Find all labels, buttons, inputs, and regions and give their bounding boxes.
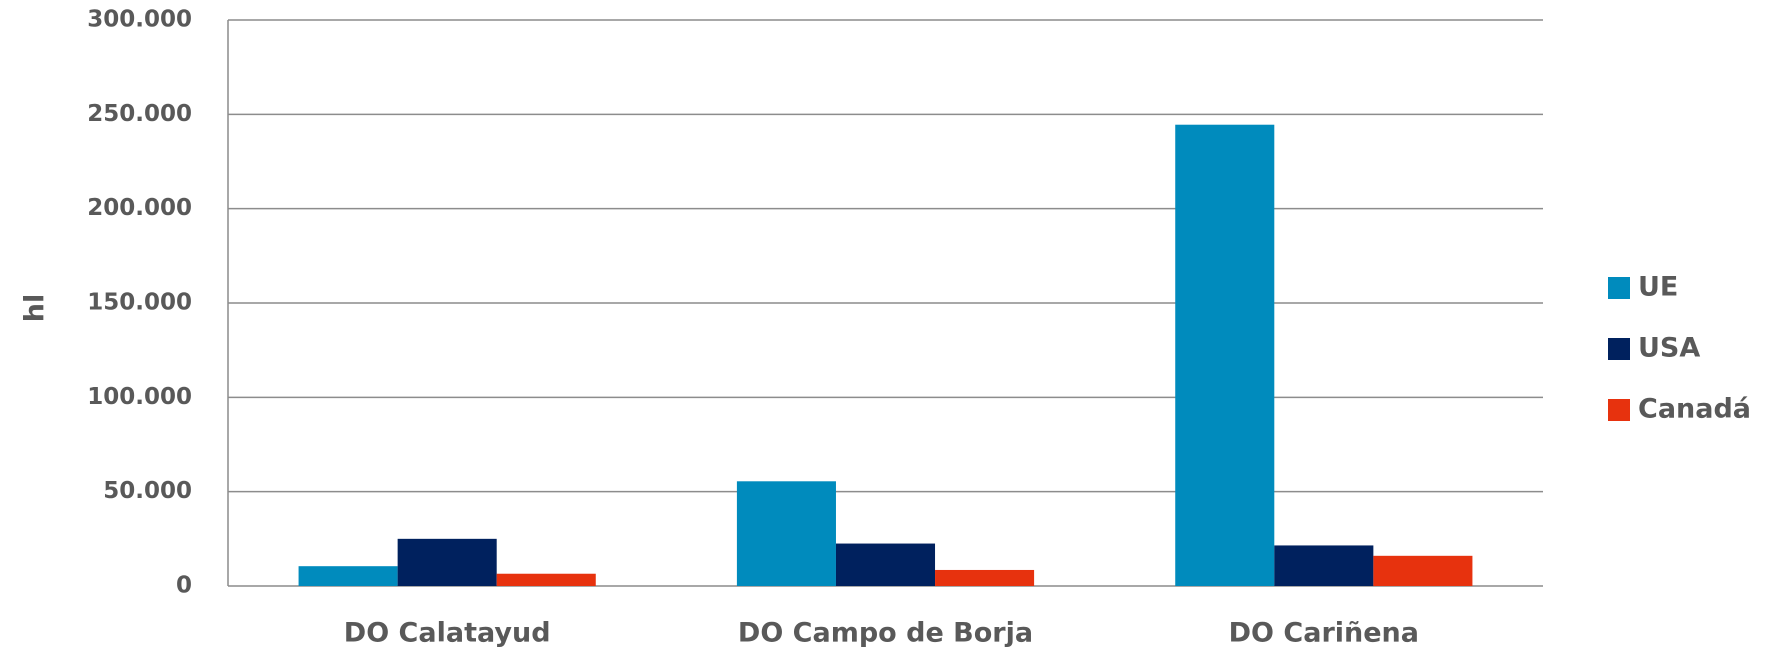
- y-tick-label: 0: [176, 573, 192, 599]
- legend-label: USA: [1638, 333, 1700, 364]
- bar: [298, 566, 398, 586]
- y-tick-label: 50.000: [103, 478, 192, 504]
- x-tick-label: DO Cariñena: [1229, 618, 1419, 649]
- bar: [496, 573, 596, 586]
- bar: [397, 538, 497, 586]
- x-tick-label: DO Campo de Borja: [738, 618, 1033, 649]
- legend-swatch: [1608, 277, 1630, 299]
- bar: [935, 569, 1035, 586]
- legend-label: Canadá: [1638, 394, 1751, 425]
- bar: [835, 543, 936, 586]
- bar: [1175, 124, 1275, 587]
- y-tick-label: 150.000: [87, 290, 192, 316]
- y-axis-label: hl: [20, 294, 51, 322]
- legend-swatch: [1608, 338, 1630, 360]
- bar: [736, 481, 836, 586]
- bar: [1373, 555, 1473, 586]
- y-tick-label: 250.000: [87, 101, 192, 127]
- x-tick-label: DO Calatayud: [344, 618, 551, 649]
- y-tick-label: 100.000: [87, 384, 192, 410]
- bar: [1274, 545, 1374, 586]
- y-tick-label: 300.000: [87, 7, 192, 33]
- legend-swatch: [1608, 399, 1630, 421]
- y-tick-label: 200.000: [87, 195, 192, 221]
- legend-label: UE: [1638, 272, 1678, 303]
